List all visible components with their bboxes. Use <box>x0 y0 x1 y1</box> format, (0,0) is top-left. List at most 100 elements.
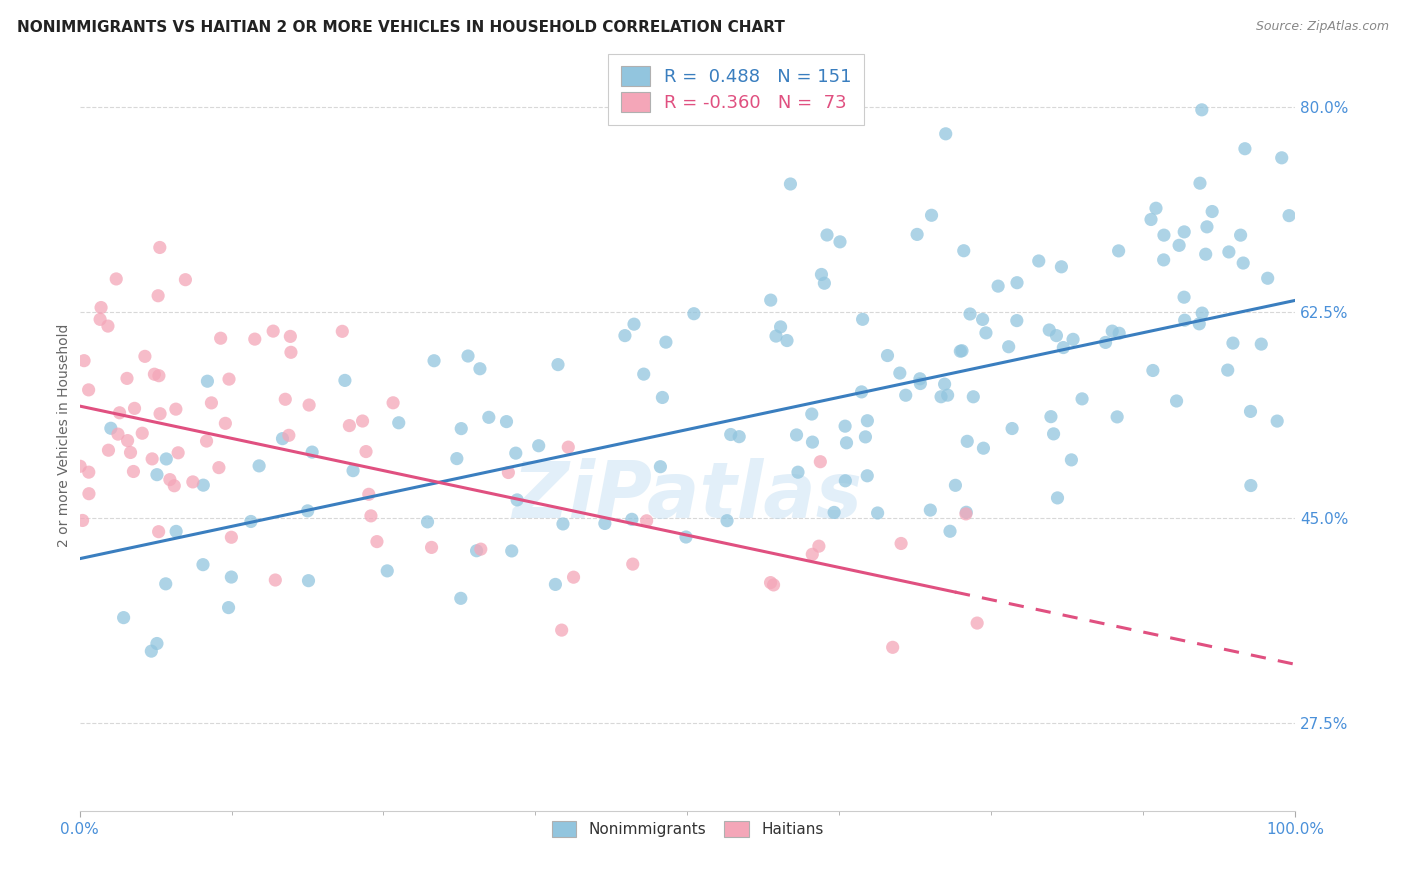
Point <box>468 361 491 376</box>
Point <box>357 487 380 501</box>
Point <box>465 543 488 558</box>
Point <box>117 434 139 448</box>
Point <box>1232 256 1254 270</box>
Point <box>929 390 952 404</box>
Point <box>337 418 360 433</box>
Point <box>506 492 529 507</box>
Point <box>214 417 236 431</box>
Point <box>716 514 738 528</box>
Point <box>769 319 792 334</box>
Point <box>956 434 979 449</box>
Point <box>1188 176 1211 190</box>
Point <box>146 289 169 303</box>
Point <box>174 273 197 287</box>
Point <box>108 406 131 420</box>
Point <box>1094 335 1116 350</box>
Point <box>297 574 319 588</box>
Point <box>112 610 135 624</box>
Text: ZiPatlas: ZiPatlas <box>512 458 862 533</box>
Point <box>1240 478 1263 492</box>
Point <box>72 513 94 527</box>
Point <box>823 505 845 519</box>
Point <box>808 455 831 469</box>
Point <box>416 515 439 529</box>
Text: Source: ZipAtlas.com: Source: ZipAtlas.com <box>1256 20 1389 33</box>
Point <box>1188 317 1211 331</box>
Point <box>787 465 810 479</box>
Point <box>1062 332 1084 346</box>
Point <box>889 366 911 380</box>
Text: NONIMMIGRANTS VS HAITIAN 2 OR MORE VEHICLES IN HOUSEHOLD CORRELATION CHART: NONIMMIGRANTS VS HAITIAN 2 OR MORE VEHIC… <box>17 20 785 35</box>
Point <box>505 446 527 460</box>
Point <box>501 544 523 558</box>
Point <box>148 368 170 383</box>
Point <box>450 422 472 436</box>
Point <box>271 432 294 446</box>
Point <box>866 506 889 520</box>
Point <box>107 427 129 442</box>
Point <box>920 503 942 517</box>
Point <box>1050 260 1073 274</box>
Point <box>446 451 468 466</box>
Point <box>163 479 186 493</box>
Point <box>342 464 364 478</box>
Point <box>1229 228 1251 243</box>
Point <box>551 516 574 531</box>
Point <box>650 459 672 474</box>
Point <box>495 415 517 429</box>
Point <box>97 443 120 458</box>
Point <box>1218 244 1240 259</box>
Point <box>120 445 142 459</box>
Point <box>856 414 879 428</box>
Point <box>651 391 673 405</box>
Point <box>972 312 994 326</box>
Point <box>1144 201 1167 215</box>
Point <box>354 444 377 458</box>
Point <box>1153 252 1175 267</box>
Point <box>801 547 824 561</box>
Point <box>835 435 858 450</box>
Point <box>550 623 572 637</box>
Point <box>894 388 917 402</box>
Point <box>1168 238 1191 252</box>
Point <box>966 616 988 631</box>
Point <box>675 530 697 544</box>
Point <box>1046 491 1069 505</box>
Point <box>155 452 177 467</box>
Point <box>1045 328 1067 343</box>
Point <box>762 578 785 592</box>
Point <box>1216 363 1239 377</box>
Point <box>360 508 382 523</box>
Point <box>807 539 830 553</box>
Point <box>97 319 120 334</box>
Point <box>141 644 163 658</box>
Point <box>297 504 319 518</box>
Point <box>366 534 388 549</box>
Point <box>146 636 169 650</box>
Point <box>1140 212 1163 227</box>
Point <box>557 440 579 454</box>
Point <box>547 358 569 372</box>
Point <box>828 235 851 249</box>
Point <box>167 446 190 460</box>
Point <box>77 465 100 479</box>
Point <box>1222 336 1244 351</box>
Point <box>1101 324 1123 338</box>
Point <box>382 396 405 410</box>
Point <box>420 541 443 555</box>
Point <box>143 368 166 382</box>
Point <box>935 127 957 141</box>
Point <box>972 441 994 455</box>
Point <box>949 344 972 359</box>
Point <box>834 419 856 434</box>
Point <box>813 277 835 291</box>
Point <box>333 373 356 387</box>
Point <box>593 516 616 531</box>
Point <box>683 307 706 321</box>
Point <box>1166 394 1188 409</box>
Point <box>974 326 997 340</box>
Point <box>264 573 287 587</box>
Point <box>301 445 323 459</box>
Point <box>1174 313 1197 327</box>
Point <box>621 557 644 571</box>
